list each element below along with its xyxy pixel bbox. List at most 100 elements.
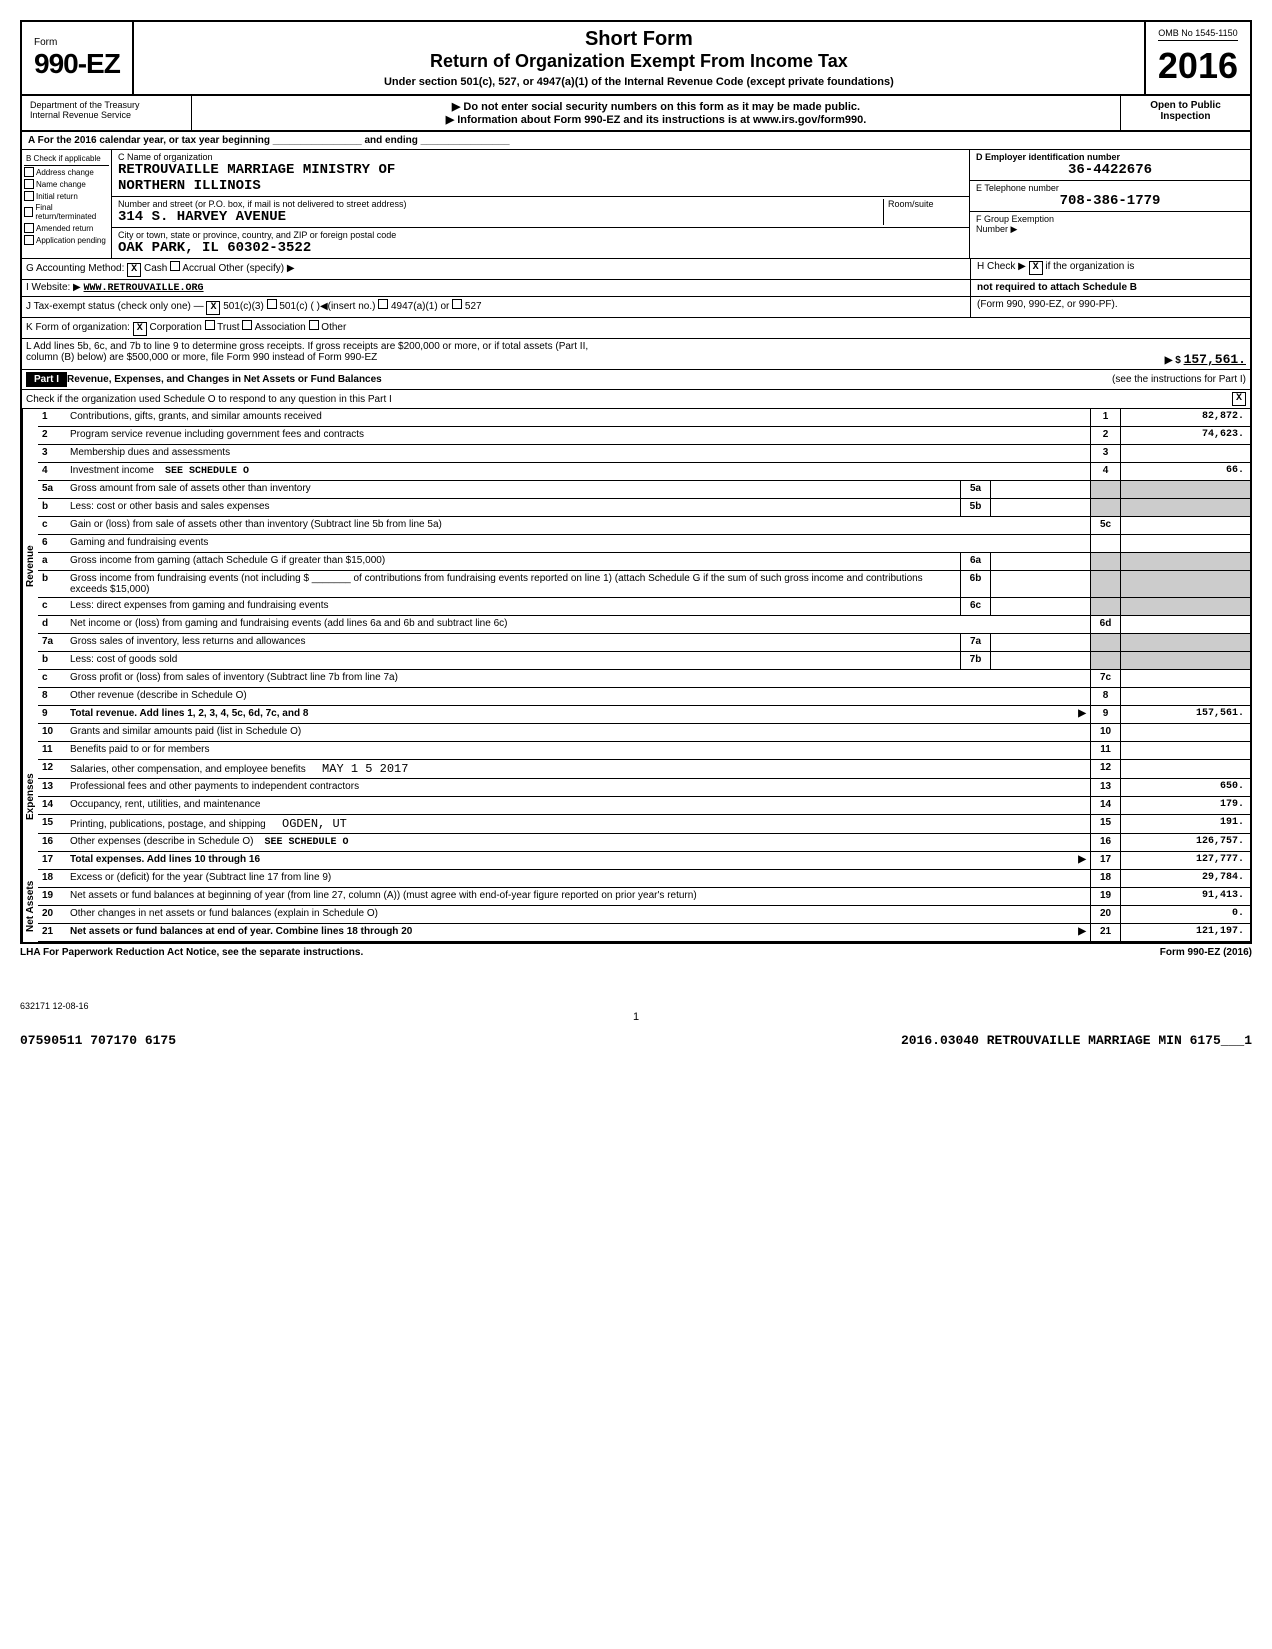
h-check[interactable]: X: [1029, 261, 1043, 275]
form-ref: Form 990-EZ (2016): [1160, 947, 1252, 958]
row-number: 20: [38, 906, 66, 923]
bottom-info: 632171 12-08-16 1 07590511 707170 6175 2…: [20, 1001, 1252, 1048]
check-initial: Initial return: [36, 192, 78, 201]
expenses-section: Expenses 10Grants and similar amounts pa…: [20, 724, 1252, 870]
row-desc: Printing, publications, postage, and shi…: [66, 815, 1090, 833]
line-number: [1090, 499, 1120, 516]
row-number: 9: [38, 706, 66, 723]
mid-label: 7b: [960, 652, 990, 669]
netasset-rows: 18Excess or (deficit) for the year (Subt…: [38, 870, 1250, 942]
row-number: c: [38, 670, 66, 687]
j-527-check[interactable]: [452, 299, 462, 309]
line-number: [1090, 634, 1120, 651]
j-4947-check[interactable]: [378, 299, 388, 309]
amount: 121,197.: [1120, 924, 1250, 941]
line-number: [1090, 598, 1120, 615]
row-desc: Contributions, gifts, grants, and simila…: [66, 409, 1090, 426]
checkbox-address[interactable]: [24, 167, 34, 177]
lha-notice: LHA For Paperwork Reduction Act Notice, …: [20, 947, 363, 958]
open-public: Open to Public: [1129, 100, 1242, 111]
line-number: 21: [1090, 924, 1120, 941]
section-a: A For the 2016 calendar year, or tax yea…: [20, 132, 1252, 150]
ein-value: 36-4422676: [976, 162, 1244, 178]
mid-label: 7a: [960, 634, 990, 651]
check-address: Address change: [36, 168, 94, 177]
checkbox-pending[interactable]: [24, 235, 34, 245]
irs-label: Internal Revenue Service: [30, 110, 183, 120]
row-number: 10: [38, 724, 66, 741]
mid-value: [990, 481, 1090, 498]
checkbox-final[interactable]: [24, 207, 33, 217]
amount: 66.: [1120, 463, 1250, 480]
table-row: 9Total revenue. Add lines 1, 2, 3, 4, 5c…: [38, 706, 1250, 724]
k-assoc-check[interactable]: [242, 320, 252, 330]
amount: 650.: [1120, 779, 1250, 796]
table-row: 2Program service revenue including gover…: [38, 427, 1250, 445]
g-cash-check[interactable]: X: [127, 263, 141, 277]
table-row: dNet income or (loss) from gaming and fu…: [38, 616, 1250, 634]
row-desc: Net assets or fund balances at end of ye…: [66, 924, 1090, 941]
row-desc: Other changes in net assets or fund bala…: [66, 906, 1090, 923]
line-number: 14: [1090, 797, 1120, 814]
form-header: Form 990-EZ Short Form Return of Organiz…: [20, 20, 1252, 96]
check-pending: Application pending: [36, 236, 106, 245]
amount: [1120, 535, 1250, 552]
g-cash: Cash: [144, 263, 167, 274]
checkbox-initial[interactable]: [24, 191, 34, 201]
line-number: 13: [1090, 779, 1120, 796]
table-row: 20Other changes in net assets or fund ba…: [38, 906, 1250, 924]
table-row: cLess: direct expenses from gaming and f…: [38, 598, 1250, 616]
mid-value: [990, 634, 1090, 651]
k-label: K Form of organization:: [26, 322, 130, 333]
checkbox-amended[interactable]: [24, 223, 34, 233]
year-box: OMB No 1545-1150 2016: [1146, 22, 1250, 94]
h-text: if the organization is: [1045, 261, 1134, 272]
row-number: 5a: [38, 481, 66, 498]
tax-year: 2016: [1158, 45, 1238, 87]
form-title-box: Short Form Return of Organization Exempt…: [134, 22, 1146, 94]
table-row: bLess: cost or other basis and sales exp…: [38, 499, 1250, 517]
row-desc: Gain or (loss) from sale of assets other…: [66, 517, 1090, 534]
line-number: 17: [1090, 852, 1120, 869]
table-row: 11Benefits paid to or for members11: [38, 742, 1250, 760]
j-label: J Tax-exempt status (check only one) —: [26, 301, 204, 312]
addr-label: Number and street (or P.O. box, if mail …: [118, 199, 883, 209]
table-row: bGross income from fundraising events (n…: [38, 571, 1250, 598]
amount: 74,623.: [1120, 427, 1250, 444]
j-501c-check[interactable]: [267, 299, 277, 309]
public-box: Open to Public Inspection: [1120, 96, 1250, 130]
phone-value: 708-386-1779: [976, 193, 1244, 209]
table-row: 4Investment income SEE SCHEDULE O466.: [38, 463, 1250, 481]
amount: 91,413.: [1120, 888, 1250, 905]
footer-code: 632171 12-08-16: [20, 1001, 1252, 1011]
k-corp-check[interactable]: X: [133, 322, 147, 336]
row-number: 2: [38, 427, 66, 444]
row-desc: Professional fees and other payments to …: [66, 779, 1090, 796]
row-desc: Gross sales of inventory, less returns a…: [66, 634, 960, 651]
revenue-label: Revenue: [22, 409, 38, 724]
j-501c: 501(c) (: [279, 301, 313, 312]
mid-value: [990, 598, 1090, 615]
part1-header: Part I Revenue, Expenses, and Changes in…: [20, 370, 1252, 390]
l-value: 157,561.: [1184, 352, 1246, 367]
row-desc: Benefits paid to or for members: [66, 742, 1090, 759]
mid-label: 6c: [960, 598, 990, 615]
part1-check[interactable]: X: [1232, 392, 1246, 406]
warning-text: ▶ Do not enter social security numbers o…: [200, 100, 1112, 113]
row-number: 17: [38, 852, 66, 869]
row-number: 6: [38, 535, 66, 552]
checkbox-name[interactable]: [24, 179, 34, 189]
row-desc: Excess or (deficit) for the year (Subtra…: [66, 870, 1090, 887]
line-number: 15: [1090, 815, 1120, 833]
sub-header: Department of the Treasury Internal Reve…: [20, 96, 1252, 132]
mid-label: 5b: [960, 499, 990, 516]
row-desc: Less: cost or other basis and sales expe…: [66, 499, 960, 516]
j-501c3-check[interactable]: X: [206, 301, 220, 315]
g-accrual-check[interactable]: [170, 261, 180, 271]
table-row: 17Total expenses. Add lines 10 through 1…: [38, 852, 1250, 870]
k-other-check[interactable]: [309, 320, 319, 330]
part1-check-text: Check if the organization used Schedule …: [26, 394, 1232, 405]
i-value: WWW.RETROUVAILLE.ORG: [84, 283, 204, 294]
line-number: [1090, 571, 1120, 597]
k-trust-check[interactable]: [205, 320, 215, 330]
